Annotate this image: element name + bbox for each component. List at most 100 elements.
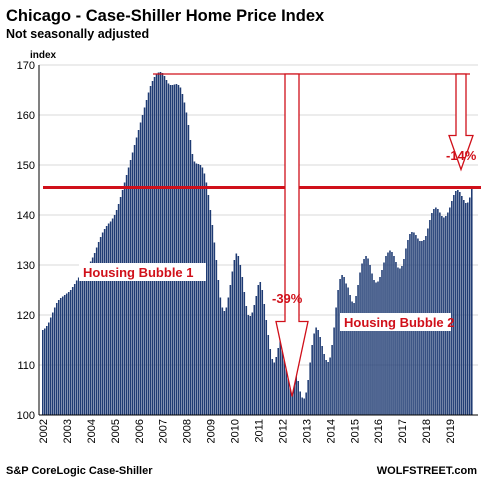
bar-mark <box>53 307 56 415</box>
bar-mark <box>223 311 226 415</box>
bar-mark <box>337 290 339 415</box>
bar-mark <box>145 100 148 415</box>
bar-mark <box>255 296 258 415</box>
bar-mark <box>329 357 331 415</box>
bar-mark <box>57 300 60 415</box>
bar-mark <box>239 265 242 415</box>
bar-mark <box>209 210 212 415</box>
bar-mark <box>105 226 108 415</box>
brand-mark: WOLFSTREET.com <box>377 465 477 477</box>
bar-mark <box>155 74 158 415</box>
bar-mark <box>55 303 58 415</box>
bar-mark <box>249 316 252 415</box>
bar-mark <box>323 354 325 415</box>
bar-mark <box>163 76 166 415</box>
bar-mark <box>179 87 182 415</box>
bar-mark <box>247 315 250 415</box>
y-tick-labels: 100 110 120 130 140 150 160 170 <box>17 60 35 422</box>
bar-mark <box>119 197 122 415</box>
chart-title: Chicago - Case-Shiller Home Price Index <box>6 7 325 25</box>
bar-mark <box>111 218 114 415</box>
bar-mark <box>315 327 317 415</box>
bar-mark <box>101 232 104 415</box>
bar-mark <box>381 270 383 415</box>
bar-mark <box>301 397 303 415</box>
bar-mark <box>327 362 329 415</box>
bar-mark <box>399 268 401 415</box>
x-tick-label: 2016 <box>373 419 385 443</box>
bar-mark <box>59 298 62 415</box>
bar-mark <box>405 248 407 415</box>
bar-mark <box>77 277 80 415</box>
bar-mark <box>319 337 321 415</box>
y-tick-label: 110 <box>17 360 35 372</box>
x-tick-label: 2014 <box>325 419 337 443</box>
bar-mark <box>455 191 457 415</box>
bar-mark <box>67 292 70 415</box>
bar-mark <box>69 290 72 415</box>
bar-mark <box>313 333 315 415</box>
bar-mark <box>85 268 88 415</box>
bar-mark <box>281 328 283 415</box>
bar-mark <box>219 297 222 415</box>
bar-mark <box>377 281 379 415</box>
bar-mark <box>129 160 132 415</box>
y-tick-label: 140 <box>17 210 35 222</box>
bar-mark <box>127 167 130 415</box>
bar-mark <box>241 277 244 415</box>
bar-mark <box>113 215 116 415</box>
bar-mark <box>183 102 186 415</box>
bar-mark <box>157 72 160 415</box>
bar-mark <box>121 190 124 415</box>
bar-mark <box>371 273 373 415</box>
bar-mark <box>273 362 276 415</box>
bar-mark <box>233 260 236 415</box>
bar-mark <box>469 197 471 415</box>
y-tick-label: 150 <box>17 160 35 172</box>
bar-mark <box>449 207 451 415</box>
bar-mark <box>341 275 343 415</box>
bar-mark <box>213 242 216 415</box>
bar-mark <box>117 204 120 415</box>
bar-mark <box>251 312 254 415</box>
x-tick-label: 2013 <box>301 419 313 443</box>
bars-group <box>42 72 473 415</box>
bar-mark <box>147 92 150 415</box>
bar-mark <box>397 267 399 415</box>
bar-mark <box>83 271 86 415</box>
bar-mark <box>235 253 238 415</box>
bar-mark <box>243 292 246 415</box>
bar-mark <box>389 250 391 415</box>
bar-mark <box>65 293 68 415</box>
bar-mark <box>217 280 220 415</box>
bar-mark <box>375 282 377 415</box>
bar-mark <box>99 237 102 415</box>
bar-mark <box>193 161 196 415</box>
bar-mark <box>275 357 278 415</box>
bar-mark <box>365 256 367 415</box>
x-tick-label: 2008 <box>182 419 194 443</box>
bar-mark <box>44 328 46 415</box>
bar-mark <box>387 252 389 415</box>
bar-mark <box>321 346 323 415</box>
bar-mark <box>211 225 214 415</box>
bubble2-label: Housing Bubble 2 <box>344 315 455 330</box>
bar-mark <box>195 163 198 415</box>
bar-mark <box>463 200 465 415</box>
bar-mark <box>373 280 375 415</box>
chart-subtitle: Not seasonally adjusted <box>6 27 149 41</box>
bar-mark <box>383 262 385 415</box>
bar-mark <box>153 77 156 415</box>
bar-mark <box>257 285 260 415</box>
bar-mark <box>343 277 345 415</box>
bar-mark <box>269 349 272 415</box>
bar-mark <box>93 253 96 415</box>
bar-mark <box>403 259 405 415</box>
bar-mark <box>317 330 319 415</box>
bar-mark <box>207 195 210 415</box>
bar-mark <box>379 277 381 415</box>
bar-mark <box>245 306 248 415</box>
bar-mark <box>199 165 202 415</box>
recent-drop-arrow <box>448 73 474 172</box>
